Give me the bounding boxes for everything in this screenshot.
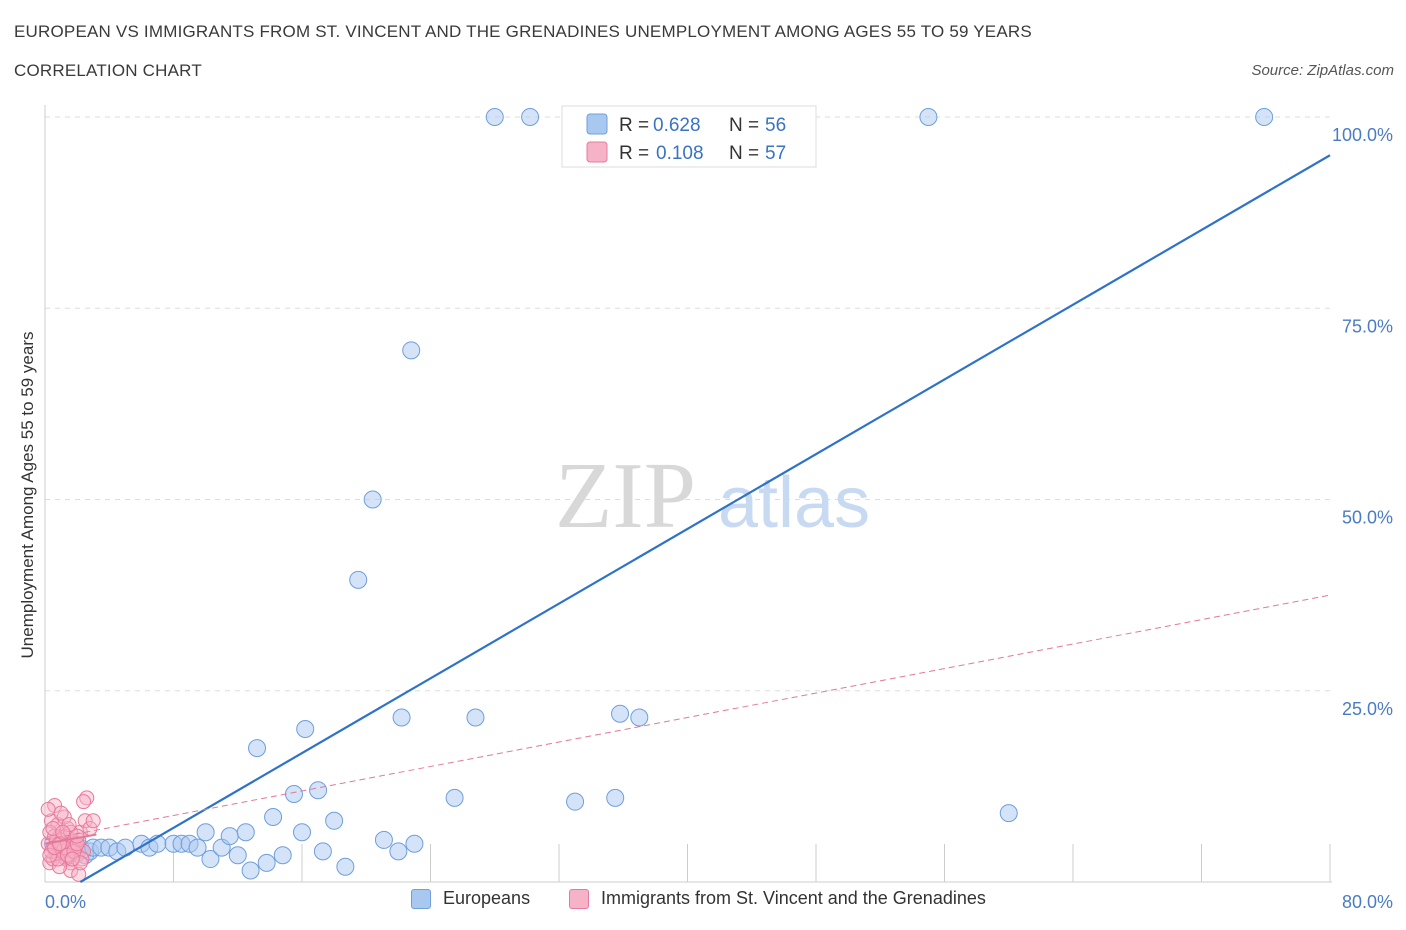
y-axis-label: Unemployment Among Ages 55 to 59 years	[18, 331, 37, 659]
point-europeans	[392, 708, 411, 727]
point-europeans	[188, 838, 207, 857]
point-immigrants	[53, 805, 69, 821]
point-europeans	[196, 823, 215, 842]
legend-swatch-immigrants	[569, 888, 589, 909]
point-europeans	[611, 704, 630, 723]
point-europeans	[264, 807, 283, 826]
tick-labels: 100.0% 75.0% 50.0% 25.0% 0.0% 80.0%	[45, 125, 1393, 912]
point-immigrants	[45, 820, 61, 836]
point-europeans	[606, 788, 625, 807]
legend-swatch-immigrants	[586, 141, 608, 163]
point-europeans	[466, 708, 485, 727]
point-europeans	[220, 827, 239, 846]
point-europeans	[405, 834, 424, 853]
legend-n-label: N =	[729, 115, 759, 136]
point-europeans	[257, 853, 276, 872]
trendline-immigrants-solid	[44, 833, 97, 845]
point-europeans	[248, 739, 267, 758]
trend-lines	[44, 154, 1331, 883]
axes	[44, 105, 1332, 883]
legend-label-immigrants: Immigrants from St. Vincent and the Gren…	[601, 888, 986, 908]
point-immigrants	[71, 866, 87, 882]
point-europeans	[228, 846, 247, 865]
point-europeans	[566, 792, 585, 811]
y-tick-label: 50.0%	[1342, 508, 1393, 528]
point-europeans	[402, 341, 421, 360]
trendline-europeans	[79, 154, 1331, 883]
watermark: ZIP atlas	[555, 444, 870, 548]
point-europeans	[630, 708, 649, 727]
legend-swatch-europeans	[411, 888, 431, 909]
chart-subtitle: CORRELATION CHART	[14, 61, 202, 80]
point-immigrants	[61, 817, 77, 833]
point-europeans	[325, 811, 344, 830]
y-tick-label: 100.0%	[1332, 125, 1393, 145]
point-immigrants	[40, 801, 56, 817]
legend-r-label: R =	[619, 115, 649, 136]
point-europeans	[241, 861, 260, 880]
grid	[45, 116, 1332, 692]
point-europeans	[273, 846, 292, 865]
point-europeans	[1255, 108, 1274, 126]
x-tick-label: 80.0%	[1342, 892, 1393, 912]
y-tick-label: 75.0%	[1342, 316, 1393, 336]
point-immigrants	[85, 813, 101, 829]
trendline-immigrants	[44, 594, 1331, 841]
legend-r-value: 0.108	[656, 143, 704, 164]
point-europeans	[236, 823, 255, 842]
legend-r-label: R =	[619, 143, 649, 164]
x-tick-label: 0.0%	[45, 892, 86, 912]
legend-n-value: 56	[765, 115, 786, 136]
point-immigrants	[42, 847, 58, 863]
point-europeans	[374, 830, 393, 849]
point-europeans	[336, 857, 355, 876]
point-europeans	[313, 842, 332, 861]
point-europeans	[919, 108, 938, 126]
watermark-zip: ZIP	[555, 444, 696, 548]
point-immigrants	[72, 855, 88, 871]
legend-n-value: 57	[765, 143, 786, 164]
point-europeans	[363, 490, 382, 509]
chart-title: EUROPEAN VS IMMIGRANTS FROM ST. VINCENT …	[14, 22, 1032, 41]
point-europeans	[309, 781, 328, 800]
legend-r-value: 0.628	[653, 115, 701, 136]
point-immigrants	[69, 836, 85, 852]
point-immigrants	[64, 851, 80, 867]
point-europeans	[296, 720, 315, 738]
point-europeans	[445, 788, 464, 807]
point-europeans	[293, 823, 311, 842]
legend-item-immigrants: Immigrants from St. Vincent and the Gren…	[569, 888, 986, 909]
legend-label-europeans: Europeans	[443, 888, 531, 908]
legend-box: R = 0.628 N = 56 R = 0.108 N = 57	[561, 105, 817, 168]
point-europeans	[389, 842, 408, 861]
point-europeans	[349, 570, 368, 589]
point-europeans	[201, 850, 220, 869]
watermark-atlas: atlas	[718, 463, 870, 543]
point-europeans	[521, 108, 540, 126]
y-tick-label: 25.0%	[1342, 699, 1393, 719]
point-europeans	[485, 108, 504, 126]
point-immigrants	[69, 828, 85, 844]
source-label: Source: ZipAtlas.com	[1251, 62, 1394, 79]
point-europeans	[284, 785, 303, 804]
point-immigrants	[76, 794, 92, 810]
legend-n-label: N =	[729, 143, 759, 164]
legend-item-europeans: Europeans	[411, 888, 530, 909]
legend-swatch-europeans	[586, 113, 608, 135]
point-europeans	[999, 804, 1018, 823]
bottom-legend: Europeans Immigrants from St. Vincent an…	[0, 888, 1406, 916]
point-immigrants	[77, 813, 93, 829]
